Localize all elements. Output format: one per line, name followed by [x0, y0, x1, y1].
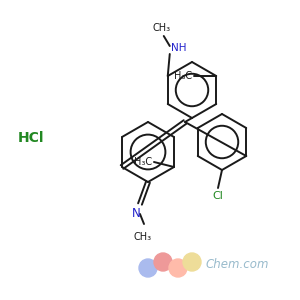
Text: H₃C: H₃C: [134, 157, 152, 167]
Circle shape: [154, 253, 172, 271]
Text: Cl: Cl: [213, 191, 224, 201]
Circle shape: [169, 259, 187, 277]
Text: NH: NH: [171, 43, 186, 53]
Text: H₃C: H₃C: [174, 71, 192, 81]
Circle shape: [139, 259, 157, 277]
Text: HCl: HCl: [18, 131, 44, 145]
Circle shape: [183, 253, 201, 271]
Text: CH₃: CH₃: [134, 232, 152, 242]
Text: N: N: [132, 207, 140, 220]
Text: Chem.com: Chem.com: [205, 257, 268, 271]
Text: CH₃: CH₃: [153, 23, 171, 33]
